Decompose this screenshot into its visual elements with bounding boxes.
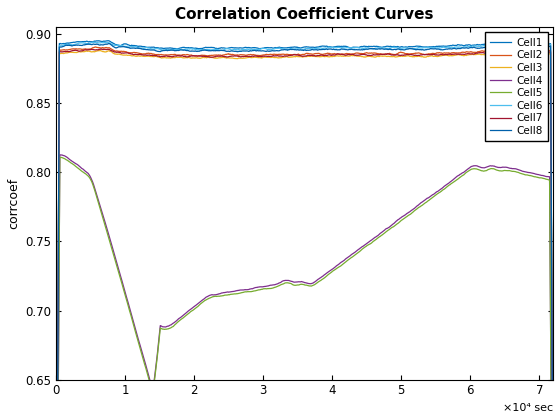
Cell7 [441,52,447,57]
Line: Cell4: Cell4 [57,155,553,420]
Cell8 [441,47,447,52]
Cell8 [104,42,110,47]
Cell1 [254,46,261,51]
Cell1 [272,45,279,50]
Cell6 [272,46,279,51]
Cell2 [450,50,456,55]
Cell7 [272,53,279,58]
Cell4 [57,152,64,158]
Line: Cell7: Cell7 [57,49,553,420]
Cell6 [254,47,261,52]
Cell2 [92,45,99,50]
Cell3 [254,55,261,60]
Cell5 [395,221,402,226]
Cell4 [441,184,447,189]
Line: Cell3: Cell3 [57,50,553,420]
Cell1 [395,44,402,49]
Cell1 [450,43,456,48]
Cell6 [104,40,111,45]
Cell2 [441,50,447,55]
Line: Cell5: Cell5 [57,158,553,420]
Cell2 [395,51,402,56]
Line: Cell6: Cell6 [57,42,553,420]
Cell1 [104,38,110,43]
Cell8 [254,48,261,53]
Cell8 [450,46,456,51]
Cell5 [104,231,111,236]
Cell8 [106,41,113,46]
Legend: Cell1, Cell2, Cell3, Cell4, Cell5, Cell6, Cell7, Cell8: Cell1, Cell2, Cell3, Cell4, Cell5, Cell6… [485,32,548,141]
Y-axis label: corrcoef: corrcoef [7,178,20,229]
Cell6 [450,45,456,50]
Cell7 [395,52,402,57]
Cell8 [272,48,279,53]
Cell4 [395,217,402,222]
Cell1 [441,44,447,49]
Line: Cell1: Cell1 [57,41,553,420]
Cell5 [254,288,261,293]
Cell3 [104,49,111,54]
Cell6 [441,45,447,50]
Cell2 [254,53,261,58]
Cell7 [450,52,456,57]
Cell6 [395,46,402,51]
Cell4 [272,282,279,287]
Cell1 [105,38,111,43]
Cell4 [450,177,456,182]
Line: Cell8: Cell8 [57,44,553,420]
Cell7 [98,47,105,52]
Cell4 [104,228,111,233]
Cell8 [395,47,402,52]
X-axis label: ×10⁴ sec: ×10⁴ sec [503,403,553,413]
Cell4 [254,285,261,290]
Cell3 [272,55,279,60]
Cell2 [272,52,279,57]
Cell7 [104,47,111,52]
Cell5 [58,155,64,160]
Line: Cell2: Cell2 [57,47,553,420]
Cell7 [254,54,261,59]
Title: Correlation Coefficient Curves: Correlation Coefficient Curves [175,7,434,22]
Cell3 [395,54,402,59]
Cell5 [441,186,447,192]
Cell5 [450,180,456,185]
Cell3 [450,53,456,58]
Cell3 [97,48,104,53]
Cell5 [272,285,279,290]
Cell2 [104,45,111,50]
Cell6 [90,39,97,45]
Cell3 [441,53,447,58]
